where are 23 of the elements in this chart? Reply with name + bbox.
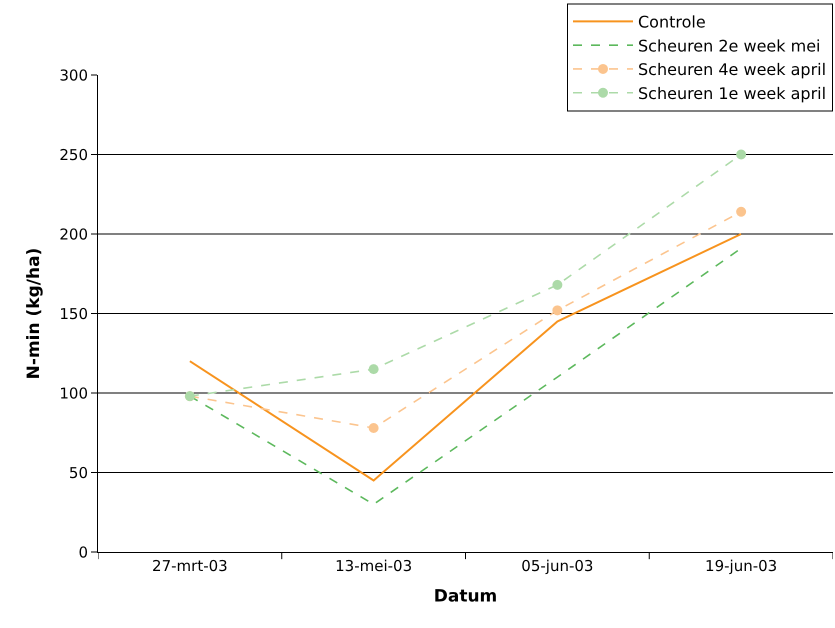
legend-label: Controle (638, 12, 706, 32)
y-tick-label: 250 (59, 146, 88, 164)
legend-label: Scheuren 4e week april (638, 60, 826, 80)
y-tick-label: 100 (59, 384, 88, 402)
point (736, 206, 746, 217)
point (368, 364, 379, 374)
y-tick-label: 50 (68, 464, 88, 482)
point (552, 305, 562, 316)
y-axis-title: N-min (kg/ha) (24, 248, 44, 380)
y-tick-label: 0 (78, 543, 88, 562)
x-tick-label: 19-jun-03 (705, 557, 778, 575)
x-tick-label: 13-mei-03 (335, 557, 412, 575)
legend-label: Scheuren 1e week april (638, 84, 826, 103)
y-tick-label: 300 (59, 66, 88, 84)
x-axis-title: Datum (434, 586, 498, 606)
point (368, 422, 379, 433)
x-tick-label: 27-mrt-03 (152, 557, 228, 575)
point (552, 280, 562, 290)
legend-label: Scheuren 2e week mei (638, 36, 820, 56)
y-tick-label: 200 (59, 225, 88, 244)
point (736, 150, 746, 160)
y-tick-label: 150 (59, 304, 88, 323)
x-tick-label: 05-jun-03 (521, 557, 594, 575)
